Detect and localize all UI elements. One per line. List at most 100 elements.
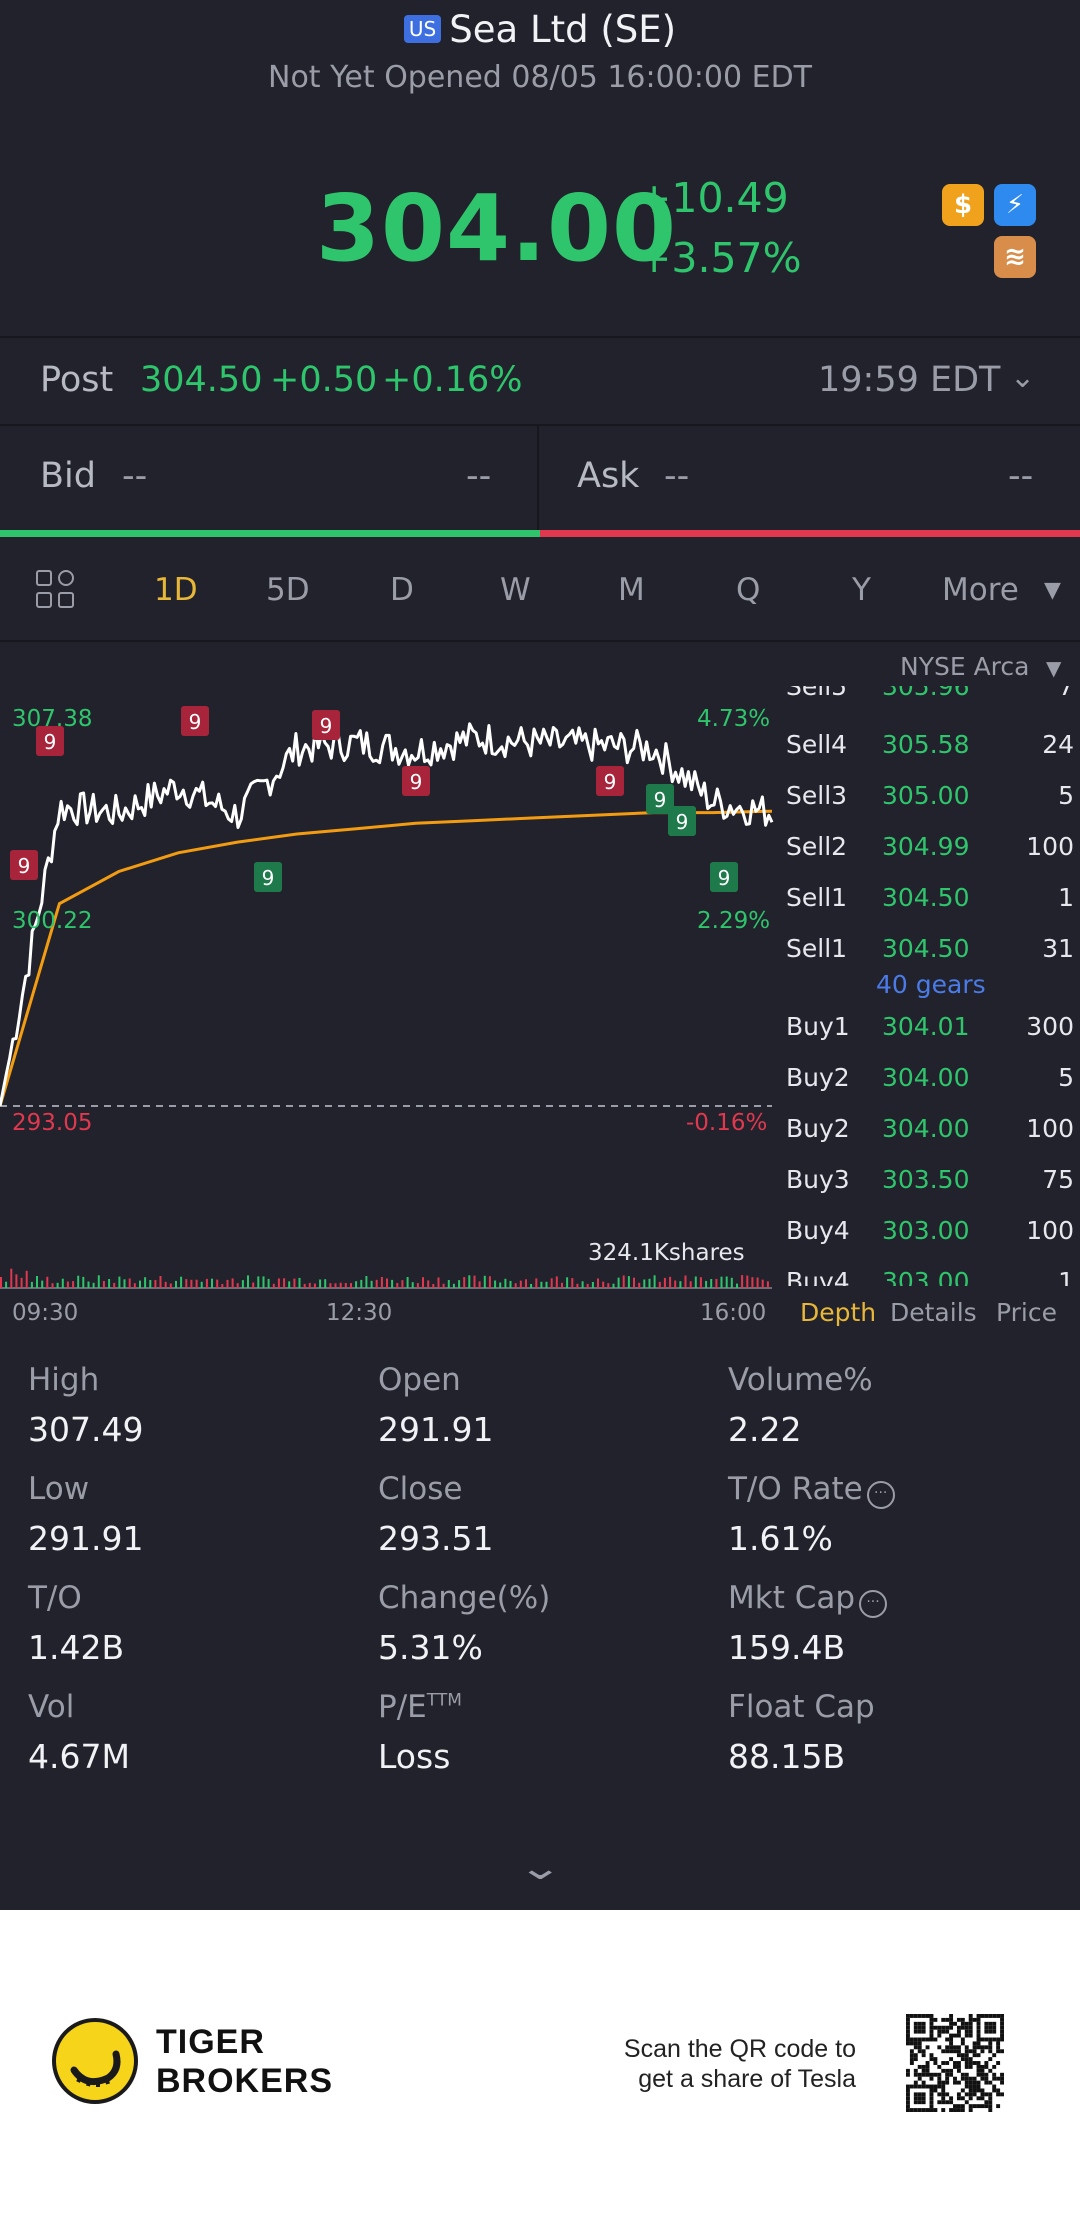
bid-ask-divider	[537, 426, 539, 532]
order-book-row: Sell2 304.99 100	[786, 832, 1074, 861]
volume-bar	[663, 1277, 666, 1288]
volume-bar	[175, 1280, 177, 1288]
volume-bar	[66, 1281, 69, 1288]
volume-bar	[535, 1278, 538, 1288]
volume-bar	[597, 1278, 599, 1288]
tab-d[interactable]: D	[390, 572, 414, 608]
volume-bar	[648, 1278, 651, 1288]
order-book-row: Buy2 304.00 100	[786, 1114, 1074, 1143]
volume-bar	[61, 1278, 64, 1288]
td-marker: 9	[36, 726, 64, 756]
bid-ask-row: Bid -- -- Ask -- --	[0, 426, 1080, 532]
stat-label-to: T/O	[28, 1580, 82, 1616]
volume-bar	[283, 1278, 286, 1288]
volume-bar	[525, 1279, 527, 1288]
market-status: Not Yet Opened 08/05 16:00:00 EDT	[268, 60, 812, 95]
volume-bar	[766, 1281, 769, 1288]
caret-down-icon[interactable]: ▼	[1044, 578, 1061, 603]
tab-q[interactable]: Q	[736, 572, 761, 608]
volume-bar	[102, 1281, 105, 1288]
td-marker: 9	[402, 766, 430, 796]
order-book: Sell5 305.96 7 Sell4 305.58 24 Sell3 305.00 5 …	[776, 686, 1080, 1286]
volume-bar	[46, 1276, 49, 1288]
order-book-row: Buy4 303.00 1	[786, 1267, 1074, 1286]
svg-text:9: 9	[654, 788, 667, 812]
td-marker: 9	[710, 862, 738, 892]
stat-label-high: High	[28, 1362, 100, 1398]
gears-link[interactable]: 40 gears	[876, 970, 986, 999]
volume-bar	[82, 1276, 85, 1288]
tab-more[interactable]: More	[942, 572, 1019, 608]
caret-down-icon[interactable]: ▼	[1046, 656, 1062, 680]
stock-title: US Sea Ltd (SE)	[0, 8, 1080, 51]
post-market-row[interactable]: Post 304.50 +0.50 +0.16% 19:59 EDT ⌄	[0, 338, 1080, 424]
volume-bar	[658, 1281, 661, 1288]
volume-bar	[10, 1268, 13, 1288]
layers-icon[interactable]: ≋	[994, 236, 1036, 278]
tab-depth[interactable]: Depth	[800, 1298, 877, 1327]
volume-bar	[308, 1282, 311, 1288]
volume-bar	[488, 1276, 491, 1288]
volume-bar	[169, 1283, 172, 1288]
pct-high-label: 4.73%	[697, 706, 771, 732]
volume-bar	[725, 1276, 728, 1288]
stat-value-low: 291.91	[28, 1519, 144, 1558]
tab-y[interactable]: Y	[852, 572, 871, 608]
expand-chevron-icon[interactable]: ⌄	[517, 1848, 564, 1888]
volume-bar	[108, 1279, 111, 1288]
volume-bar	[211, 1278, 213, 1288]
volume-bar	[411, 1282, 414, 1288]
volume-bar	[118, 1276, 121, 1288]
volume-bar	[20, 1277, 23, 1288]
volume-bar	[293, 1278, 296, 1288]
tab-m[interactable]: M	[618, 572, 645, 608]
volume-bar	[509, 1280, 512, 1288]
stock-name: Sea Ltd (SE)	[449, 8, 677, 51]
grid-layout-icon[interactable]	[36, 570, 76, 610]
volume-bar	[437, 1277, 440, 1288]
volume-bar	[705, 1280, 708, 1288]
post-change: +0.50	[270, 360, 378, 400]
tab-price[interactable]: Price	[996, 1298, 1057, 1327]
volume-bar	[602, 1281, 605, 1288]
volume-bar	[139, 1280, 141, 1288]
tab-5d[interactable]: 5D	[266, 572, 310, 608]
volume-bar	[720, 1276, 723, 1288]
volume-bar	[504, 1278, 507, 1288]
volume-bar	[633, 1277, 635, 1288]
volume-bar	[736, 1283, 738, 1288]
volume-bar	[267, 1278, 270, 1288]
svg-text:9: 9	[676, 810, 689, 834]
y-mid-label: 300.22	[12, 908, 93, 934]
volume-bar	[710, 1279, 713, 1288]
svg-text:9: 9	[44, 730, 57, 754]
lightning-icon[interactable]: ⚡	[994, 184, 1036, 226]
divider	[0, 336, 1080, 338]
volume-bar	[416, 1283, 419, 1288]
volume-bar	[519, 1280, 522, 1288]
exchange-selector[interactable]: NYSE Arca	[900, 652, 1030, 681]
chevron-down-icon[interactable]: ⌄	[1010, 360, 1036, 395]
volume-bar	[288, 1281, 291, 1288]
tab-1d[interactable]: 1D	[154, 572, 198, 608]
volume-bar	[25, 1270, 28, 1288]
stat-label-float-cap: Float Cap	[728, 1689, 875, 1725]
dollar-icon[interactable]: $	[942, 184, 984, 226]
volume-bar	[87, 1281, 90, 1288]
bid-price: --	[122, 456, 148, 496]
order-book-row: Sell1 304.50 1	[786, 883, 1074, 912]
volume-bar	[463, 1277, 466, 1288]
volume-bar	[514, 1283, 517, 1288]
stat-label-volume-pct: Volume%	[728, 1362, 873, 1398]
tab-details[interactable]: Details	[890, 1298, 977, 1327]
y-high-label: 307.38	[12, 706, 93, 732]
volume-bar	[586, 1283, 589, 1288]
more-info-icon[interactable]: ···	[866, 1481, 895, 1509]
more-info-icon[interactable]: ···	[859, 1590, 888, 1618]
volume-bar	[370, 1280, 373, 1288]
tab-w[interactable]: W	[500, 572, 531, 608]
volume-bar	[257, 1276, 260, 1288]
volume-bar	[277, 1278, 280, 1288]
order-book-row: Sell1 304.50 31	[786, 934, 1074, 963]
